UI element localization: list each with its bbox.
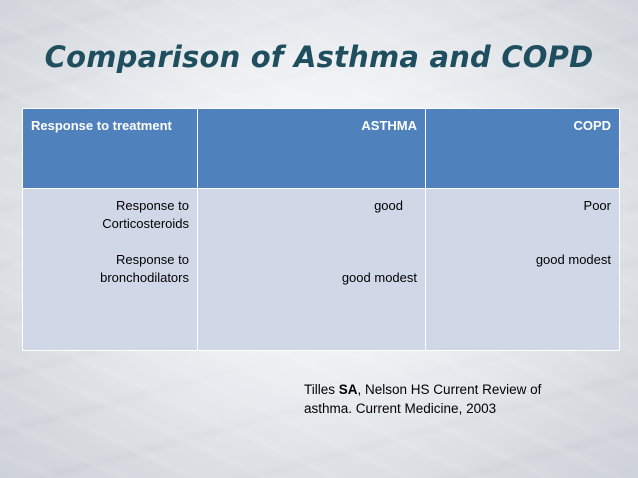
header-copd: COPD (425, 108, 620, 189)
row-label-cell: Response to Corticosteroids Response to … (22, 188, 198, 351)
copd-cell: Poor good modest (425, 188, 620, 351)
copd-corticosteroids-value: Poor (583, 198, 611, 213)
spacer (206, 233, 417, 251)
citation-prefix: Tilles (304, 382, 339, 397)
spacer (434, 233, 611, 251)
citation-suffix: , Nelson HS Current Review of (357, 382, 542, 397)
spacer (206, 251, 417, 269)
asthma-bronchodilators-value: good modest (341, 270, 417, 285)
citation-line2: asthma. Current Medicine, 2003 (304, 401, 497, 416)
spacer (434, 215, 611, 233)
spacer (206, 215, 417, 233)
spacer (31, 233, 189, 251)
slide-title: Comparison of Asthma and COPD (44, 40, 594, 74)
label-bronchodilators: bronchodilators (100, 270, 189, 285)
asthma-cell: good good modest (197, 188, 426, 351)
header-asthma: ASTHMA (197, 108, 426, 189)
asthma-corticosteroids-value: good (374, 198, 403, 213)
label-response-to-1: Response to (116, 198, 189, 213)
label-response-to-2: Response to (116, 252, 189, 267)
citation-bold: SA (338, 382, 358, 397)
label-corticosteroids: Corticosteroids (102, 216, 189, 231)
copd-bronchodilators-value: good modest (535, 252, 611, 267)
table-row: Response to Corticosteroids Response to … (22, 188, 620, 351)
comparison-table: Response to treatment ASTHMA COPD Respon… (22, 108, 620, 351)
table-header-row: Response to treatment ASTHMA COPD (22, 108, 620, 189)
citation: Tilles SA, Nelson HS Current Review of a… (304, 380, 594, 418)
header-response-to-treatment: Response to treatment (22, 108, 198, 189)
